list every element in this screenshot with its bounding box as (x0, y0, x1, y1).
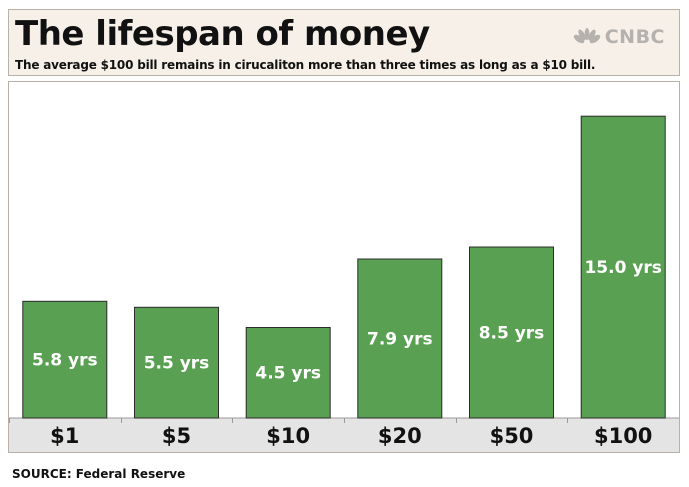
bar-value-label: 5.8 yrs (32, 351, 98, 371)
bar-value-label: 5.5 yrs (144, 354, 210, 374)
bar (357, 258, 443, 419)
bar (245, 327, 331, 419)
bar-chart: 5.8 yrs 5.5 yrs 4.5 yrs 7.9 yrs 8.5 yrs 15.0 … (9, 115, 679, 452)
category-tick-label: $100 (594, 424, 652, 448)
category-tick-label: $50 (490, 424, 534, 448)
bar-value-labels: 5.8 yrs 5.5 yrs 4.5 yrs 7.9 yrs 8.5 yrs 15.0 … (32, 258, 662, 384)
chart-subtitle: The average $100 bill remains in cirucal… (15, 58, 596, 72)
category-tick-label: $1 (50, 424, 79, 448)
bar-value-label: 15.0 yrs (584, 258, 661, 278)
category-tick-label: $20 (378, 424, 422, 448)
bar (134, 306, 219, 419)
bar (580, 115, 666, 419)
bar-value-label: 7.9 yrs (367, 330, 433, 350)
category-axis-band (9, 418, 679, 452)
plot-area: 5.8 yrs 5.5 yrs 4.5 yrs 7.9 yrs 8.5 yrs 15.0 … (8, 81, 680, 453)
bar-value-label: 8.5 yrs (479, 324, 545, 344)
source-note: SOURCE: Federal Reserve (12, 467, 186, 481)
bar-series (22, 115, 666, 419)
category-tick-label: $5 (162, 424, 191, 448)
brand-logo: CNBC (573, 26, 665, 48)
bar (469, 246, 554, 419)
axis-tick-marks (9, 417, 679, 423)
bar (22, 300, 108, 419)
category-tick-label: $10 (266, 424, 310, 448)
chart-header: The lifespan of money The average $100 b… (8, 9, 680, 76)
bar-value-label: 4.5 yrs (255, 364, 321, 384)
category-tick-labels: $1 $5 $10 $20 $50 $100 (50, 424, 652, 448)
brand-name: CNBC (604, 26, 665, 48)
peacock-icon (573, 28, 600, 44)
chart-title: The lifespan of money (15, 14, 430, 54)
